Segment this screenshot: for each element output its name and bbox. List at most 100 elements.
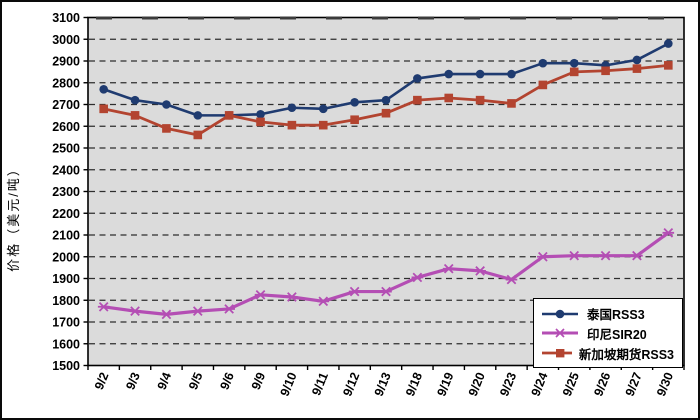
x-tick-label-9/27: 9/27 (623, 370, 645, 398)
series-2-point-9/30 (664, 61, 673, 70)
series-1-point-9/11 (317, 296, 330, 307)
series-2-point-9/10 (287, 120, 297, 130)
series-2-point-9/6 (224, 111, 234, 120)
series-2-point-9/11 (318, 120, 328, 130)
y-tick-label-1600: 1600 (52, 337, 80, 351)
y-tick-label-1700: 1700 (52, 316, 80, 330)
series-2-point-9/13 (381, 108, 391, 118)
legend-label: 新加坡期货RSS3 (578, 347, 674, 362)
series-2-point-9/27 (632, 64, 642, 73)
series-1-point-9/23 (505, 274, 518, 285)
series-2-point-9/2 (99, 104, 108, 114)
series-0-point-9/25 (569, 58, 579, 68)
y-tick-label-1800: 1800 (52, 294, 80, 308)
series-0-point-9/27 (632, 55, 642, 65)
series-2-point-9/25 (569, 67, 579, 77)
series-1-point-9/4 (160, 309, 173, 320)
series-0-point-9/9 (256, 109, 265, 119)
series-0-point-9/3 (130, 95, 140, 105)
y-tick-label-1900: 1900 (52, 272, 80, 286)
x-tick-label-9/11: 9/11 (309, 370, 331, 397)
series-1-point-9/26 (599, 250, 612, 261)
series-1-point-9/25 (568, 250, 581, 261)
series-0-point-9/20 (475, 69, 485, 79)
y-tick-label-2600: 2600 (52, 120, 80, 134)
series-1-point-9/13 (380, 286, 392, 297)
series-1-point-9/3 (129, 306, 141, 316)
series-0-point-9/2 (99, 84, 108, 94)
series-0-point-9/10 (287, 103, 297, 113)
legend: 泰国RSS3 印尼SIR20 新加坡期货RSS3 (533, 298, 683, 368)
series-0-point-9/18 (413, 74, 422, 83)
x-tick-label-9/23: 9/23 (497, 370, 519, 398)
series-1-point-9/19 (442, 263, 455, 274)
series-0-point-9/12 (350, 98, 359, 107)
series-2-point-9/12 (350, 115, 359, 125)
legend-label: 印尼SIR20 (587, 327, 647, 342)
series-1-point-9/9 (254, 289, 267, 300)
x-tick-label-9/4: 9/4 (155, 370, 175, 391)
x-tick-label-9/12: 9/12 (340, 370, 362, 398)
x-tick-label-9/30: 9/30 (654, 370, 676, 398)
y-tick-label-2800: 2800 (52, 76, 80, 90)
series-1-point-9/12 (348, 286, 361, 297)
series-2-point-9/5 (193, 130, 203, 140)
y-tick-label-2000: 2000 (52, 250, 80, 264)
series-0-point-9/30 (664, 39, 673, 48)
series-2-point-9/4 (162, 124, 171, 133)
y-tick-label-3000: 3000 (52, 33, 80, 47)
legend-marker-star (542, 328, 578, 339)
y-tick-label-2100: 2100 (52, 229, 80, 243)
legend-item-thailand-rss3: 泰国RSS3 (540, 304, 674, 323)
series-1-point-9/2 (97, 301, 110, 312)
series-1-point-9/18 (411, 272, 424, 283)
legend-marker-square (542, 349, 572, 358)
x-tick-label-9/10: 9/10 (278, 370, 300, 398)
series-1-point-9/10 (286, 292, 298, 302)
y-tick-label-2700: 2700 (52, 98, 80, 112)
series-0-point-9/13 (381, 95, 391, 105)
series-2-point-9/26 (601, 66, 610, 76)
series-1-point-9/6 (223, 304, 235, 314)
x-tick-label-9/25: 9/25 (560, 370, 582, 398)
series-2-point-9/23 (507, 99, 516, 108)
y-tick-label-2500: 2500 (52, 142, 80, 156)
series-0-point-9/23 (507, 69, 516, 79)
series-1-point-9/27 (631, 250, 643, 261)
y-tick-label-2200: 2200 (52, 207, 80, 221)
x-tick-label-9/5: 9/5 (186, 370, 206, 391)
x-tick-label-9/18: 9/18 (403, 370, 425, 398)
y-axis-title: 价格（美元/吨） (6, 161, 21, 272)
x-tick-label-9/20: 9/20 (466, 370, 488, 398)
x-tick-label-9/19: 9/19 (434, 370, 456, 398)
x-tick-label-9/13: 9/13 (372, 370, 394, 398)
series-1-point-9/20 (474, 266, 486, 276)
x-tick-label-9/3: 9/3 (123, 370, 143, 391)
y-tick-label-2400: 2400 (52, 163, 80, 177)
y-tick-label-3100: 3100 (52, 11, 80, 25)
y-tick-label-1500: 1500 (52, 359, 80, 373)
x-tick-label-9/9: 9/9 (249, 370, 269, 391)
series-2-point-9/24 (538, 80, 548, 90)
series-0-point-9/4 (162, 100, 171, 109)
series-0-point-9/24 (538, 58, 548, 68)
series-1-point-9/30 (662, 227, 675, 238)
x-tick-label-9/26: 9/26 (591, 370, 613, 398)
series-2-point-9/18 (413, 95, 422, 105)
series-2-point-9/9 (256, 117, 265, 127)
x-tick-label-9/6: 9/6 (217, 370, 237, 391)
legend-item-singapore-futures-rss3: 新加坡期货RSS3 (540, 344, 674, 363)
series-1-point-9/5 (191, 306, 204, 316)
y-tick-label-2300: 2300 (52, 185, 80, 199)
legend-item-indonesia-sir20: 印尼SIR20 (540, 324, 674, 343)
legend-label: 泰国RSS3 (587, 308, 645, 323)
x-tick-label-9/2: 9/2 (92, 370, 112, 391)
x-tick-label-9/24: 9/24 (529, 370, 551, 398)
series-0-point-9/19 (444, 69, 454, 79)
series-1-point-9/24 (537, 251, 549, 262)
series-0-point-9/11 (318, 104, 328, 114)
y-tick-label-2900: 2900 (52, 55, 80, 69)
series-2-point-9/3 (130, 111, 140, 120)
